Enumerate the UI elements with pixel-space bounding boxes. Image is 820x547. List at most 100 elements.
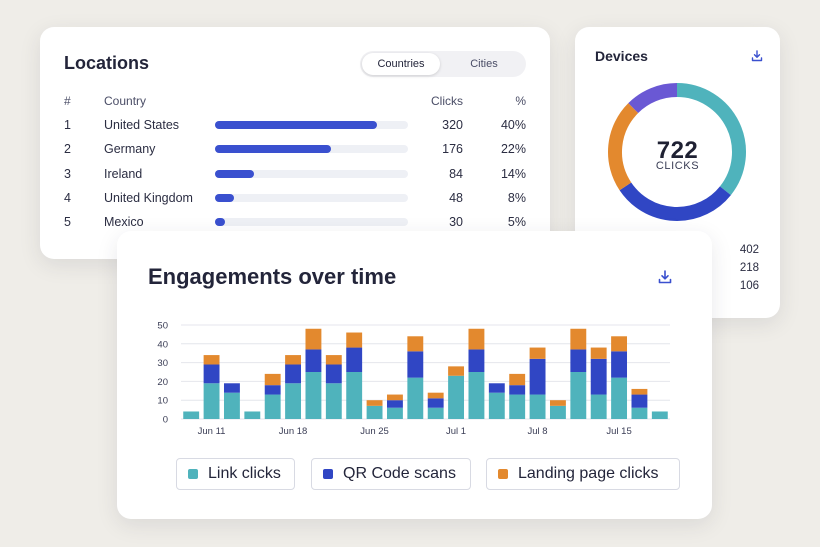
bar-segment bbox=[264, 385, 281, 395]
bar-segment bbox=[529, 347, 546, 359]
bar-segment bbox=[264, 394, 281, 419]
bar-segment bbox=[590, 358, 607, 395]
bar-segment bbox=[590, 394, 607, 419]
location-bar-track bbox=[215, 121, 408, 129]
bar-segment bbox=[549, 400, 566, 406]
tab-countries[interactable]: Countries bbox=[362, 53, 440, 75]
download-icon[interactable] bbox=[657, 269, 673, 285]
engagements-card: Engagements over time 0 10 20 30 40 50 Jun 11 J… bbox=[117, 231, 712, 519]
location-bar-fill bbox=[215, 170, 254, 178]
location-percent: 8% bbox=[507, 191, 526, 205]
locations-title: Locations bbox=[64, 53, 150, 73]
device-value: 402 bbox=[739, 244, 759, 256]
location-bar-track bbox=[215, 194, 408, 202]
bar-segment bbox=[570, 328, 587, 350]
x-tick-label: Jul 1 bbox=[446, 426, 466, 437]
bar-segment bbox=[325, 355, 342, 365]
donut-segment bbox=[676, 83, 746, 196]
bar-segment bbox=[631, 407, 648, 419]
bar-segment bbox=[223, 383, 240, 393]
bar-segment bbox=[529, 394, 546, 419]
bar-segment bbox=[427, 392, 444, 399]
engagements-bar-chart: 0 10 20 30 40 50 Jun 11 Jun 18 Jun 25 Jul 1 Jul 8 J… bbox=[157, 321, 670, 437]
bar-segment bbox=[244, 411, 261, 419]
legend-swatch bbox=[498, 469, 508, 479]
location-clicks: 320 bbox=[442, 118, 463, 132]
location-percent: 5% bbox=[507, 215, 526, 229]
x-tick-label: Jun 18 bbox=[279, 426, 308, 437]
legend-link-clicks[interactable]: Link clicks bbox=[176, 458, 295, 490]
bar-segment bbox=[468, 328, 485, 350]
bar-segment bbox=[203, 383, 220, 419]
y-tick-label: 40 bbox=[157, 339, 168, 350]
bar-segment bbox=[305, 328, 322, 350]
legend-landing-page-clicks[interactable]: Landing page clicks bbox=[486, 458, 680, 490]
download-icon[interactable] bbox=[750, 49, 764, 63]
legend-label: Landing page clicks bbox=[518, 465, 659, 482]
legend-qr-code-scans[interactable]: QR Code scans bbox=[311, 458, 471, 490]
location-rank: 3 bbox=[64, 167, 71, 181]
location-clicks: 176 bbox=[442, 142, 463, 156]
devices-title: Devices bbox=[595, 48, 648, 64]
device-value: 218 bbox=[739, 262, 759, 274]
legend-swatch bbox=[323, 469, 333, 479]
bar-segment bbox=[223, 392, 240, 419]
bar-segment bbox=[183, 411, 200, 419]
total-clicks-label: CLICKS bbox=[655, 160, 700, 172]
device-value: 106 bbox=[739, 280, 759, 292]
locations-card: Locations Countries Cities # Country Cli… bbox=[40, 27, 550, 259]
location-country: United States bbox=[104, 118, 180, 132]
bar-segment bbox=[285, 364, 302, 384]
bar-segment bbox=[448, 375, 465, 419]
col-country-header: Country bbox=[104, 94, 147, 108]
location-bar-fill bbox=[215, 145, 331, 153]
bar-segment bbox=[386, 400, 403, 408]
location-country: United Kingdom bbox=[104, 191, 193, 205]
x-tick-label: Jul 8 bbox=[528, 426, 548, 437]
legend-swatch bbox=[188, 469, 198, 479]
bar-segment bbox=[611, 351, 628, 378]
legend-label: QR Code scans bbox=[343, 465, 456, 482]
y-tick-label: 20 bbox=[157, 377, 168, 388]
y-tick-label: 30 bbox=[157, 358, 168, 369]
bar-segment bbox=[285, 383, 302, 419]
bar-segment bbox=[590, 347, 607, 359]
location-toggle: Countries Cities bbox=[360, 51, 526, 77]
location-rank: 4 bbox=[64, 191, 71, 205]
bar-segment bbox=[325, 364, 342, 384]
location-rank: 1 bbox=[64, 118, 71, 132]
bar-segment bbox=[366, 405, 383, 419]
bar-segment bbox=[631, 388, 648, 395]
location-row: 5 Mexico 30 5% bbox=[40, 212, 550, 236]
tab-cities[interactable]: Cities bbox=[470, 58, 498, 70]
location-percent: 14% bbox=[500, 167, 526, 181]
donut-segment bbox=[619, 182, 731, 221]
x-tick-label: Jun 11 bbox=[198, 426, 226, 437]
location-rank: 2 bbox=[64, 142, 71, 156]
bar-segment bbox=[407, 336, 424, 352]
col-rank-header: # bbox=[64, 94, 71, 108]
bar-segment bbox=[488, 392, 505, 419]
location-bar-fill bbox=[215, 121, 378, 129]
location-country: Mexico bbox=[104, 215, 144, 229]
bar-segment bbox=[305, 349, 322, 372]
bar-segment bbox=[570, 349, 587, 372]
location-row: 2 Germany 176 22% bbox=[40, 139, 550, 163]
bar-segment bbox=[448, 366, 465, 376]
location-country: Ireland bbox=[104, 167, 143, 181]
col-pct-header: % bbox=[515, 94, 526, 108]
location-bar-track bbox=[215, 170, 408, 178]
location-clicks: 84 bbox=[449, 167, 463, 181]
location-clicks: 30 bbox=[449, 215, 463, 229]
bar-segment bbox=[325, 383, 342, 419]
bar-segment bbox=[305, 372, 322, 419]
bar-segment bbox=[386, 407, 403, 419]
bar-segment bbox=[427, 407, 444, 419]
location-bar-track bbox=[215, 218, 408, 226]
location-row: 4 United Kingdom 48 8% bbox=[40, 188, 550, 212]
location-bar-fill bbox=[215, 218, 225, 226]
devices-donut-chart bbox=[608, 83, 746, 221]
x-tick-label: Jun 25 bbox=[360, 426, 389, 437]
bar-segment bbox=[346, 332, 363, 348]
donut-segment bbox=[628, 83, 678, 114]
